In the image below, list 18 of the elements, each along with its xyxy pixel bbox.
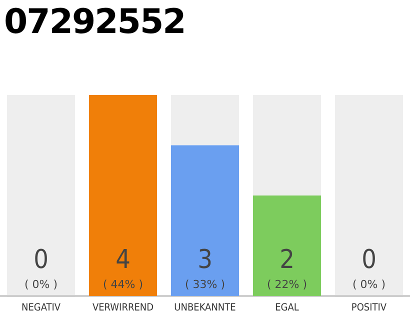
chart-title: 07292552 — [4, 1, 186, 44]
x-tick-label: UNBEKANNTE — [174, 302, 236, 314]
data-label: 4 ( 44% ) — [102, 244, 144, 291]
bar — [252, 95, 322, 196]
bar — [334, 95, 404, 295]
x-tick-label: VERWIRREND — [92, 302, 154, 314]
bar — [6, 95, 76, 295]
bar — [252, 196, 322, 296]
data-label: 0 ( 0% ) — [352, 244, 386, 291]
bar — [88, 95, 158, 296]
x-tick-label: POSITIV — [351, 302, 388, 314]
x-tick-label: NEGATIV — [21, 302, 62, 314]
data-label: 2 ( 22% ) — [266, 244, 308, 291]
bar — [170, 95, 240, 146]
data-label: 3 ( 33% ) — [184, 244, 226, 291]
bar — [170, 145, 240, 296]
x-tick-label: EGAL — [275, 302, 299, 314]
data-label: 0 ( 0% ) — [24, 244, 58, 291]
